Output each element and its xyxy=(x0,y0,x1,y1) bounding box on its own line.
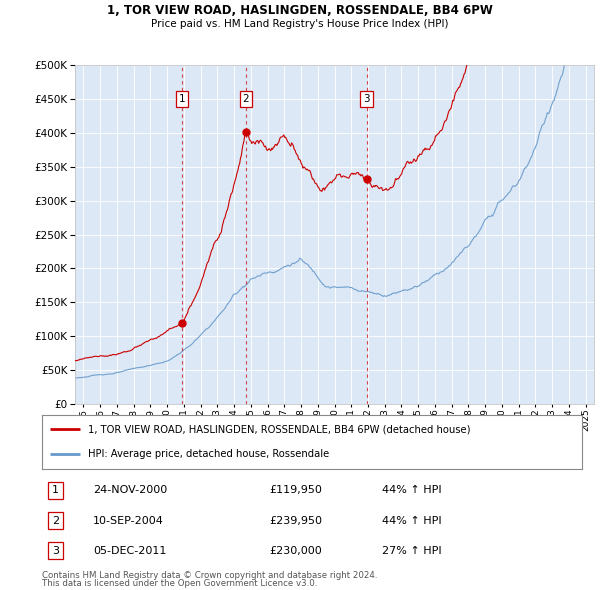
Text: £119,950: £119,950 xyxy=(269,486,322,496)
Text: 27% ↑ HPI: 27% ↑ HPI xyxy=(382,546,442,556)
Text: 44% ↑ HPI: 44% ↑ HPI xyxy=(382,486,442,496)
Text: 2: 2 xyxy=(242,94,249,104)
Text: £239,950: £239,950 xyxy=(269,516,322,526)
Text: 05-DEC-2011: 05-DEC-2011 xyxy=(94,546,167,556)
Text: HPI: Average price, detached house, Rossendale: HPI: Average price, detached house, Ross… xyxy=(88,450,329,460)
Text: 10-SEP-2004: 10-SEP-2004 xyxy=(94,516,164,526)
Text: 1: 1 xyxy=(179,94,185,104)
Text: This data is licensed under the Open Government Licence v3.0.: This data is licensed under the Open Gov… xyxy=(42,579,317,588)
Text: Price paid vs. HM Land Registry's House Price Index (HPI): Price paid vs. HM Land Registry's House … xyxy=(151,19,449,30)
Text: 2: 2 xyxy=(52,516,59,526)
Text: £230,000: £230,000 xyxy=(269,546,322,556)
Text: 1, TOR VIEW ROAD, HASLINGDEN, ROSSENDALE, BB4 6PW (detached house): 1, TOR VIEW ROAD, HASLINGDEN, ROSSENDALE… xyxy=(88,424,470,434)
Text: 3: 3 xyxy=(52,546,59,556)
Text: 44% ↑ HPI: 44% ↑ HPI xyxy=(382,516,442,526)
Text: 1, TOR VIEW ROAD, HASLINGDEN, ROSSENDALE, BB4 6PW: 1, TOR VIEW ROAD, HASLINGDEN, ROSSENDALE… xyxy=(107,4,493,17)
Text: Contains HM Land Registry data © Crown copyright and database right 2024.: Contains HM Land Registry data © Crown c… xyxy=(42,571,377,579)
Text: 3: 3 xyxy=(364,94,370,104)
Text: 24-NOV-2000: 24-NOV-2000 xyxy=(94,486,167,496)
Text: 1: 1 xyxy=(52,486,59,496)
